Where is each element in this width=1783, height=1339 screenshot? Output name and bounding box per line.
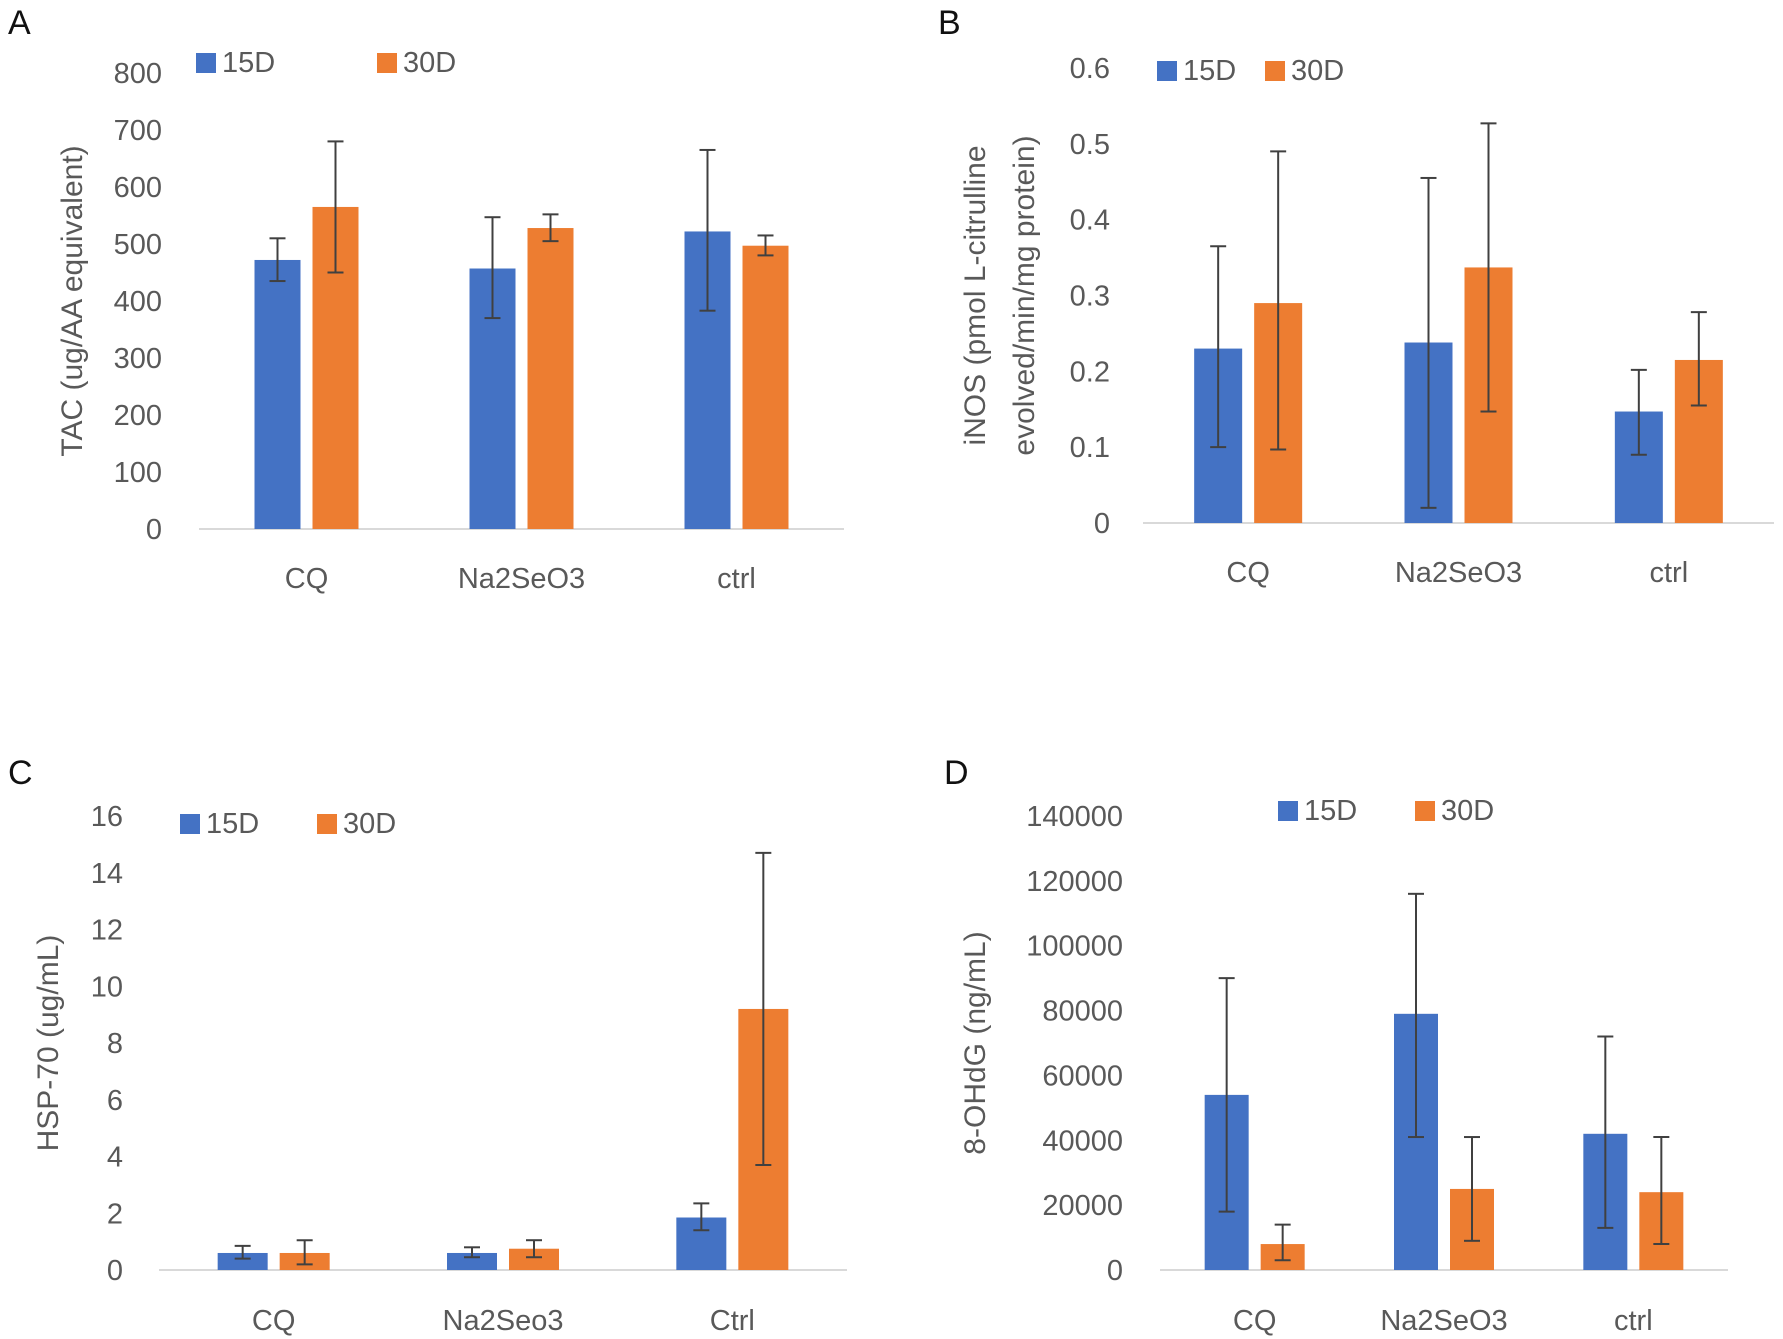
x-category-label: CQ: [1226, 557, 1270, 589]
y-axis-title: 8-OHdG (ng/mL): [959, 931, 992, 1154]
y-tick-label: 300: [114, 343, 162, 375]
y-tick-label: 100: [114, 457, 162, 489]
bar-30d-ctrl: [742, 245, 789, 529]
panel-letter: D: [944, 754, 969, 792]
legend-label-15d: 15D: [222, 47, 275, 79]
legend-swatch-30d: [377, 53, 397, 73]
legend-label-30d: 30D: [403, 47, 456, 79]
y-axis-title: HSP-70 (ug/mL): [32, 935, 65, 1152]
y-tick-label: 40000: [1042, 1125, 1123, 1157]
y-tick-label: 12: [91, 915, 123, 947]
bar-30d-na2seo3: [527, 228, 574, 530]
y-tick-label: 120000: [1026, 866, 1123, 898]
legend-label-15d: 15D: [1304, 795, 1357, 827]
legend-swatch-15d: [1157, 61, 1177, 81]
legend-label-30d: 30D: [1291, 55, 1344, 87]
y-tick-label: 400: [114, 286, 162, 318]
y-tick-label: 60000: [1042, 1060, 1123, 1092]
legend-swatch-15d: [196, 53, 216, 73]
y-tick-label: 700: [114, 115, 162, 147]
x-category-label: ctrl: [1614, 1305, 1653, 1337]
panel-letter: C: [8, 754, 33, 792]
legend-swatch-30d: [317, 814, 337, 834]
panel-letter: B: [938, 4, 961, 42]
legend-swatch-15d: [1278, 801, 1298, 821]
x-category-label: CQ: [1233, 1305, 1277, 1337]
y-tick-label: 0: [1094, 508, 1110, 540]
legend-label-15d: 15D: [1183, 55, 1236, 87]
y-tick-label: 16: [91, 801, 123, 833]
y-tick-label: 0: [146, 514, 162, 546]
y-tick-label: 10: [91, 971, 123, 1003]
y-axis-title: evolved/min/mg protein): [1008, 135, 1041, 455]
y-tick-label: 0.1: [1070, 432, 1110, 464]
legend-swatch-30d: [1265, 61, 1285, 81]
y-axis-title: iNOS (pmol L-citrulline: [959, 145, 992, 445]
y-axis-title: TAC (ug/AA equivalent): [56, 145, 89, 456]
legend-label-30d: 30D: [343, 808, 396, 840]
bar-15d-cq: [254, 259, 301, 529]
x-category-label: Na2SeO3: [1380, 1305, 1507, 1337]
bar-15d-cq: [217, 1252, 268, 1270]
y-tick-label: 20000: [1042, 1190, 1123, 1222]
legend-swatch-30d: [1415, 801, 1435, 821]
x-category-label: CQ: [285, 563, 329, 595]
y-tick-label: 200: [114, 400, 162, 432]
y-tick-label: 600: [114, 172, 162, 204]
x-category-label: Na2Seo3: [443, 1305, 564, 1337]
x-category-label: ctrl: [717, 563, 756, 595]
panel-letter: A: [8, 4, 31, 42]
y-tick-label: 800: [114, 58, 162, 90]
x-category-label: Ctrl: [710, 1305, 755, 1337]
x-category-label: ctrl: [1649, 557, 1688, 589]
y-tick-label: 80000: [1042, 996, 1123, 1028]
y-tick-label: 0: [107, 1255, 123, 1287]
legend-label-15d: 15D: [206, 808, 259, 840]
y-tick-label: 0.5: [1070, 129, 1110, 161]
y-tick-label: 0.6: [1070, 53, 1110, 85]
x-category-label: CQ: [252, 1305, 296, 1337]
legend-label-30d: 30D: [1441, 795, 1494, 827]
legend-swatch-15d: [180, 814, 200, 834]
y-tick-label: 0.2: [1070, 356, 1110, 388]
y-tick-label: 6: [107, 1085, 123, 1117]
y-tick-label: 8: [107, 1028, 123, 1060]
y-tick-label: 140000: [1026, 801, 1123, 833]
y-tick-label: 500: [114, 229, 162, 261]
bar-15d-na2seo3: [447, 1252, 497, 1270]
y-tick-label: 14: [91, 858, 123, 890]
y-tick-label: 0.3: [1070, 281, 1110, 313]
y-tick-label: 0: [1107, 1255, 1123, 1287]
y-tick-label: 2: [107, 1198, 123, 1230]
x-category-label: Na2SeO3: [458, 563, 585, 595]
y-tick-label: 100000: [1026, 931, 1123, 963]
y-tick-label: 4: [107, 1142, 123, 1174]
x-category-label: Na2SeO3: [1395, 557, 1522, 589]
y-tick-label: 0.4: [1070, 205, 1110, 237]
bar-30d-na2seo3: [509, 1248, 559, 1270]
